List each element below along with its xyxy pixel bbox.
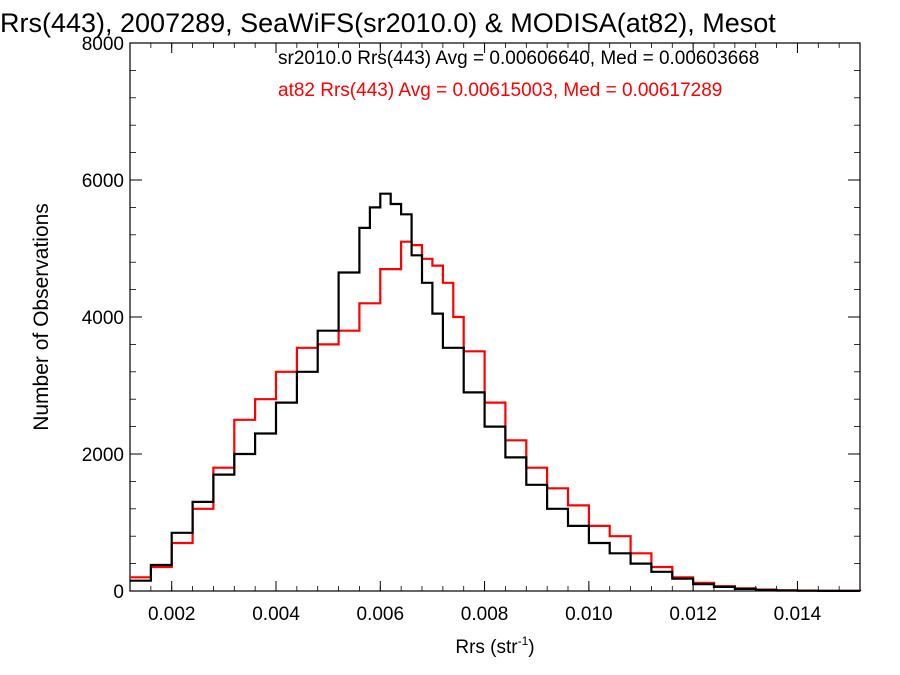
x-axis-label: Rrs (str-1): [455, 634, 534, 658]
x-tick-label: 0.010: [565, 604, 613, 625]
x-tick-label: 0.004: [252, 604, 300, 625]
x-tick-label: 0.006: [357, 604, 405, 625]
y-axis-label: Number of Observations: [30, 203, 53, 431]
y-tick-label: 0: [113, 582, 124, 603]
y-tick-label: 2000: [82, 445, 124, 466]
y-tick-label: 4000: [82, 308, 124, 329]
x-tick-label: 0.008: [461, 604, 509, 625]
chart-title: Rrs(443), 2007289, SeaWiFS(sr2010.0) & M…: [0, 8, 776, 38]
x-axis-label-tail: ): [528, 637, 534, 658]
y-tick-label: 6000: [82, 171, 124, 192]
series-lines: [130, 192, 862, 592]
x-tick-label: 0.012: [669, 604, 717, 625]
x-tick-labels: 0.002 0.004 0.006 0.008 0.010 0.012 0.014: [148, 604, 822, 625]
y-tick-labels: 0 2000 4000 6000 8000: [82, 34, 124, 603]
axis-ticks: [129, 42, 861, 592]
y-tick-label: 8000: [82, 34, 124, 55]
series-line-sr2010: [130, 192, 862, 592]
plot-frame: [129, 42, 861, 592]
series-line-at82: [130, 240, 862, 592]
x-axis-label-main: Rrs (str: [455, 637, 518, 658]
x-tick-label: 0.002: [148, 604, 196, 625]
annotation-red: at82 Rrs(443) Avg = 0.00615003, Med = 0.…: [278, 80, 722, 101]
x-axis-label-sup: -1: [518, 634, 529, 648]
x-tick-label: 0.014: [774, 604, 822, 625]
annotation-black: sr2010.0 Rrs(443) Avg = 0.00606640, Med …: [278, 48, 759, 69]
